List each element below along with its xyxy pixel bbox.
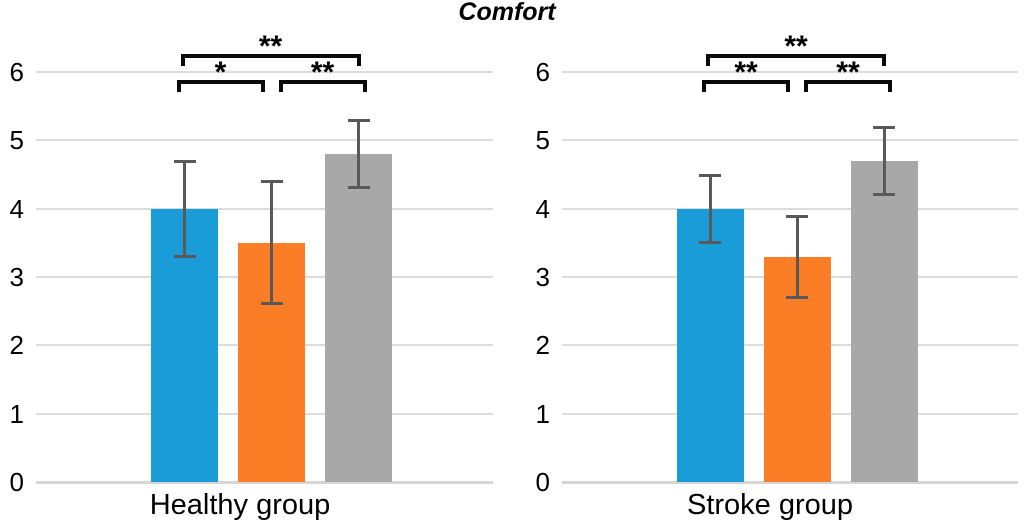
significance-bracket-1-2 xyxy=(804,80,892,92)
y-tick-label-6: 6 xyxy=(9,57,24,87)
y-tick-label-6: 6 xyxy=(535,57,550,87)
chart-stroke-group: 0 1 2 3 4 5 6 ** ** ** Stroke group xyxy=(512,0,1024,528)
x-axis-label-healthy: Healthy group xyxy=(149,489,331,521)
bracket-tick-left xyxy=(702,80,706,92)
error-bar-gray-cap-bottom xyxy=(347,186,370,190)
bracket-tick-left xyxy=(176,80,181,92)
significance-label-0-2: ** xyxy=(258,30,283,63)
x-axis-line xyxy=(36,481,493,484)
error-bar-gray-line xyxy=(882,126,886,195)
significance-bracket-0-2 xyxy=(706,54,886,66)
error-bar-orange-cap-bottom xyxy=(260,302,283,306)
gridline-5 xyxy=(36,139,493,142)
significance-bracket-1-2 xyxy=(278,80,367,92)
error-bar-gray-line xyxy=(357,119,360,189)
y-tick-label-0: 0 xyxy=(535,467,550,497)
chart-healthy-group: 0 1 2 3 4 5 6 ** * ** Healthy group xyxy=(10,0,493,528)
bracket-tick-right xyxy=(882,54,886,66)
error-bar-blue-cap-top xyxy=(699,173,721,177)
x-axis-label-stroke: Stroke group xyxy=(686,489,854,521)
bar-gray xyxy=(850,160,918,482)
plot-area-healthy: 0 1 2 3 4 5 6 ** * ** xyxy=(10,0,493,528)
significance-label-0-1: * xyxy=(214,56,227,89)
gridline-6 xyxy=(36,71,493,73)
error-bar-orange-line xyxy=(270,181,273,305)
bracket-line xyxy=(804,80,892,84)
error-bar-orange-cap-top xyxy=(786,214,808,218)
y-tick-label-2: 2 xyxy=(9,330,24,361)
error-bar-orange-cap-bottom xyxy=(786,295,808,299)
bracket-line xyxy=(278,80,367,84)
bar-gray xyxy=(325,154,392,482)
significance-label-0-1: ** xyxy=(734,56,758,89)
significance-label-0-2: ** xyxy=(784,30,808,63)
y-tick-label-1: 1 xyxy=(9,398,24,429)
y-tick-label-4: 4 xyxy=(535,193,550,224)
y-tick-label-1: 1 xyxy=(535,398,550,429)
error-bar-gray-cap-bottom xyxy=(873,193,895,196)
error-bar-blue-line xyxy=(183,160,186,257)
bracket-tick-left xyxy=(278,80,283,92)
error-bar-blue-line xyxy=(708,174,712,243)
significance-bracket-0-1 xyxy=(702,80,790,92)
y-tick-label-5: 5 xyxy=(9,125,24,156)
bracket-tick-right xyxy=(362,80,367,92)
significance-bracket-0-1 xyxy=(176,80,265,92)
bracket-tick-right xyxy=(260,80,265,92)
error-bar-blue-cap-bottom xyxy=(173,254,196,258)
gridline-4 xyxy=(562,207,1018,210)
plot-area-stroke: 0 1 2 3 4 5 6 ** ** ** xyxy=(536,0,1018,528)
significance-bracket-0-2 xyxy=(180,54,361,66)
x-axis-line xyxy=(562,481,1018,484)
error-bar-orange-line xyxy=(795,215,799,298)
bracket-tick-right xyxy=(888,80,892,92)
y-tick-label-4: 4 xyxy=(9,193,24,224)
error-bar-gray-cap-top xyxy=(873,125,895,129)
bracket-line xyxy=(702,80,790,84)
error-bar-orange-cap-top xyxy=(260,180,283,184)
y-tick-label-5: 5 xyxy=(535,125,550,156)
significance-label-1-2: ** xyxy=(310,56,335,89)
error-bar-gray-cap-top xyxy=(347,118,370,122)
bracket-line xyxy=(180,54,361,58)
bracket-tick-right xyxy=(356,54,361,66)
bar-blue xyxy=(676,208,744,482)
error-bar-blue-cap-top xyxy=(173,159,196,163)
gridline-4 xyxy=(36,207,493,210)
gridline-5 xyxy=(562,139,1018,142)
y-tick-label-0: 0 xyxy=(9,467,24,497)
bracket-tick-left xyxy=(706,54,710,66)
y-tick-label-3: 3 xyxy=(9,262,24,292)
figure-title: Comfort xyxy=(458,0,556,26)
y-tick-label-3: 3 xyxy=(535,262,550,292)
bracket-tick-left xyxy=(180,54,185,66)
significance-label-1-2: ** xyxy=(836,56,860,89)
bracket-line xyxy=(706,54,886,58)
bracket-tick-left xyxy=(804,80,808,92)
bracket-tick-right xyxy=(786,80,790,92)
error-bar-blue-cap-bottom xyxy=(699,240,721,244)
y-tick-label-2: 2 xyxy=(535,330,550,361)
gridline-6 xyxy=(562,71,1018,73)
bracket-line xyxy=(176,80,265,84)
